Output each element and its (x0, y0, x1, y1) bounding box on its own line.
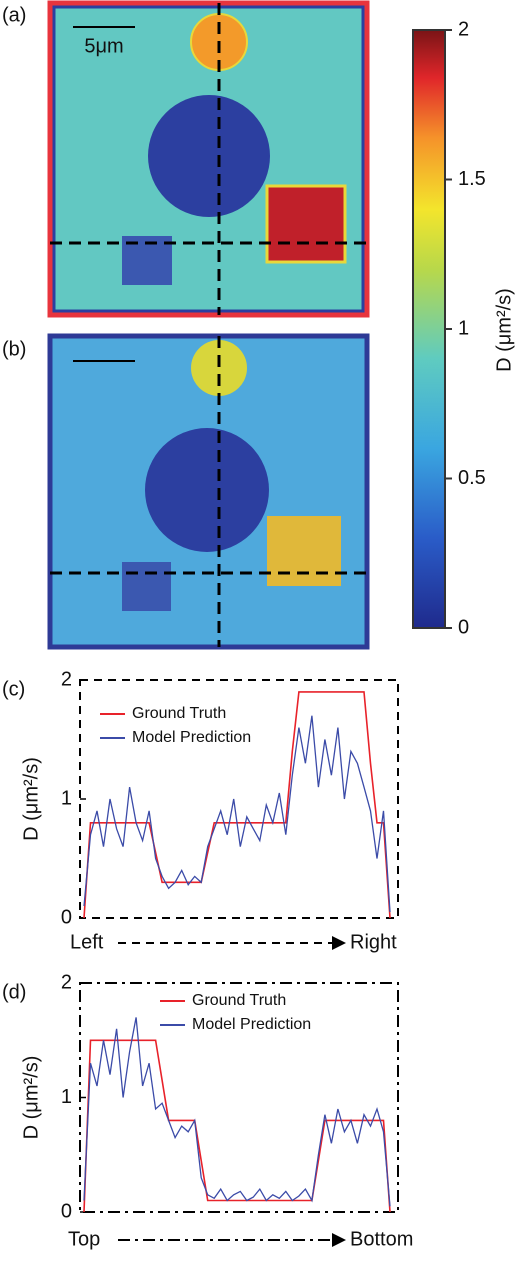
colorbar-tick-label: 2 (458, 18, 469, 40)
colorbar-tick-label: 0.5 (458, 467, 486, 489)
axes-frame (79, 679, 399, 919)
colorbar-tick-label: 1.5 (458, 168, 486, 190)
y-tick-label: 2 (61, 668, 72, 690)
series-line (83, 691, 391, 919)
y-axis-label: D (μm²/s) (20, 757, 42, 841)
y-tick-label: 1 (61, 787, 72, 809)
image-b (47, 333, 370, 650)
legend-label: Ground Truth (132, 705, 226, 722)
y-tick-label: 0 (61, 1200, 72, 1222)
x-start-label: Left (70, 931, 104, 953)
colorbar-tick-label: 1 (458, 317, 469, 339)
x-end-label: Right (350, 931, 397, 953)
series-line (83, 1039, 391, 1213)
y-axis-label: D (μm²/s) (20, 1056, 42, 1140)
y-tick-label: 2 (61, 971, 72, 993)
legend-label: Model Prediction (192, 1016, 311, 1033)
legend-label: Model Prediction (132, 729, 251, 746)
colorbar-label: D (μm²/s) (493, 288, 515, 372)
colorbar (412, 29, 446, 629)
arrow-head (332, 936, 346, 950)
colorbar-tick-label: 0 (458, 616, 469, 638)
panel-label: (d) (2, 981, 26, 1003)
x-end-label: Bottom (350, 1228, 413, 1250)
series-line (83, 715, 391, 913)
arrow-head (332, 1233, 346, 1247)
panel-label: (c) (2, 678, 25, 700)
y-tick-label: 1 (61, 1086, 72, 1108)
image-a: 5μm (47, 0, 370, 318)
panel-label: (a) (2, 4, 26, 26)
y-tick-label: 0 (61, 906, 72, 928)
scale-bar-label: 5μm (84, 35, 123, 57)
series-line (83, 1017, 391, 1207)
legend-label: Ground Truth (192, 992, 286, 1009)
x-start-label: Top (68, 1228, 100, 1250)
panel-label: (b) (2, 338, 26, 360)
